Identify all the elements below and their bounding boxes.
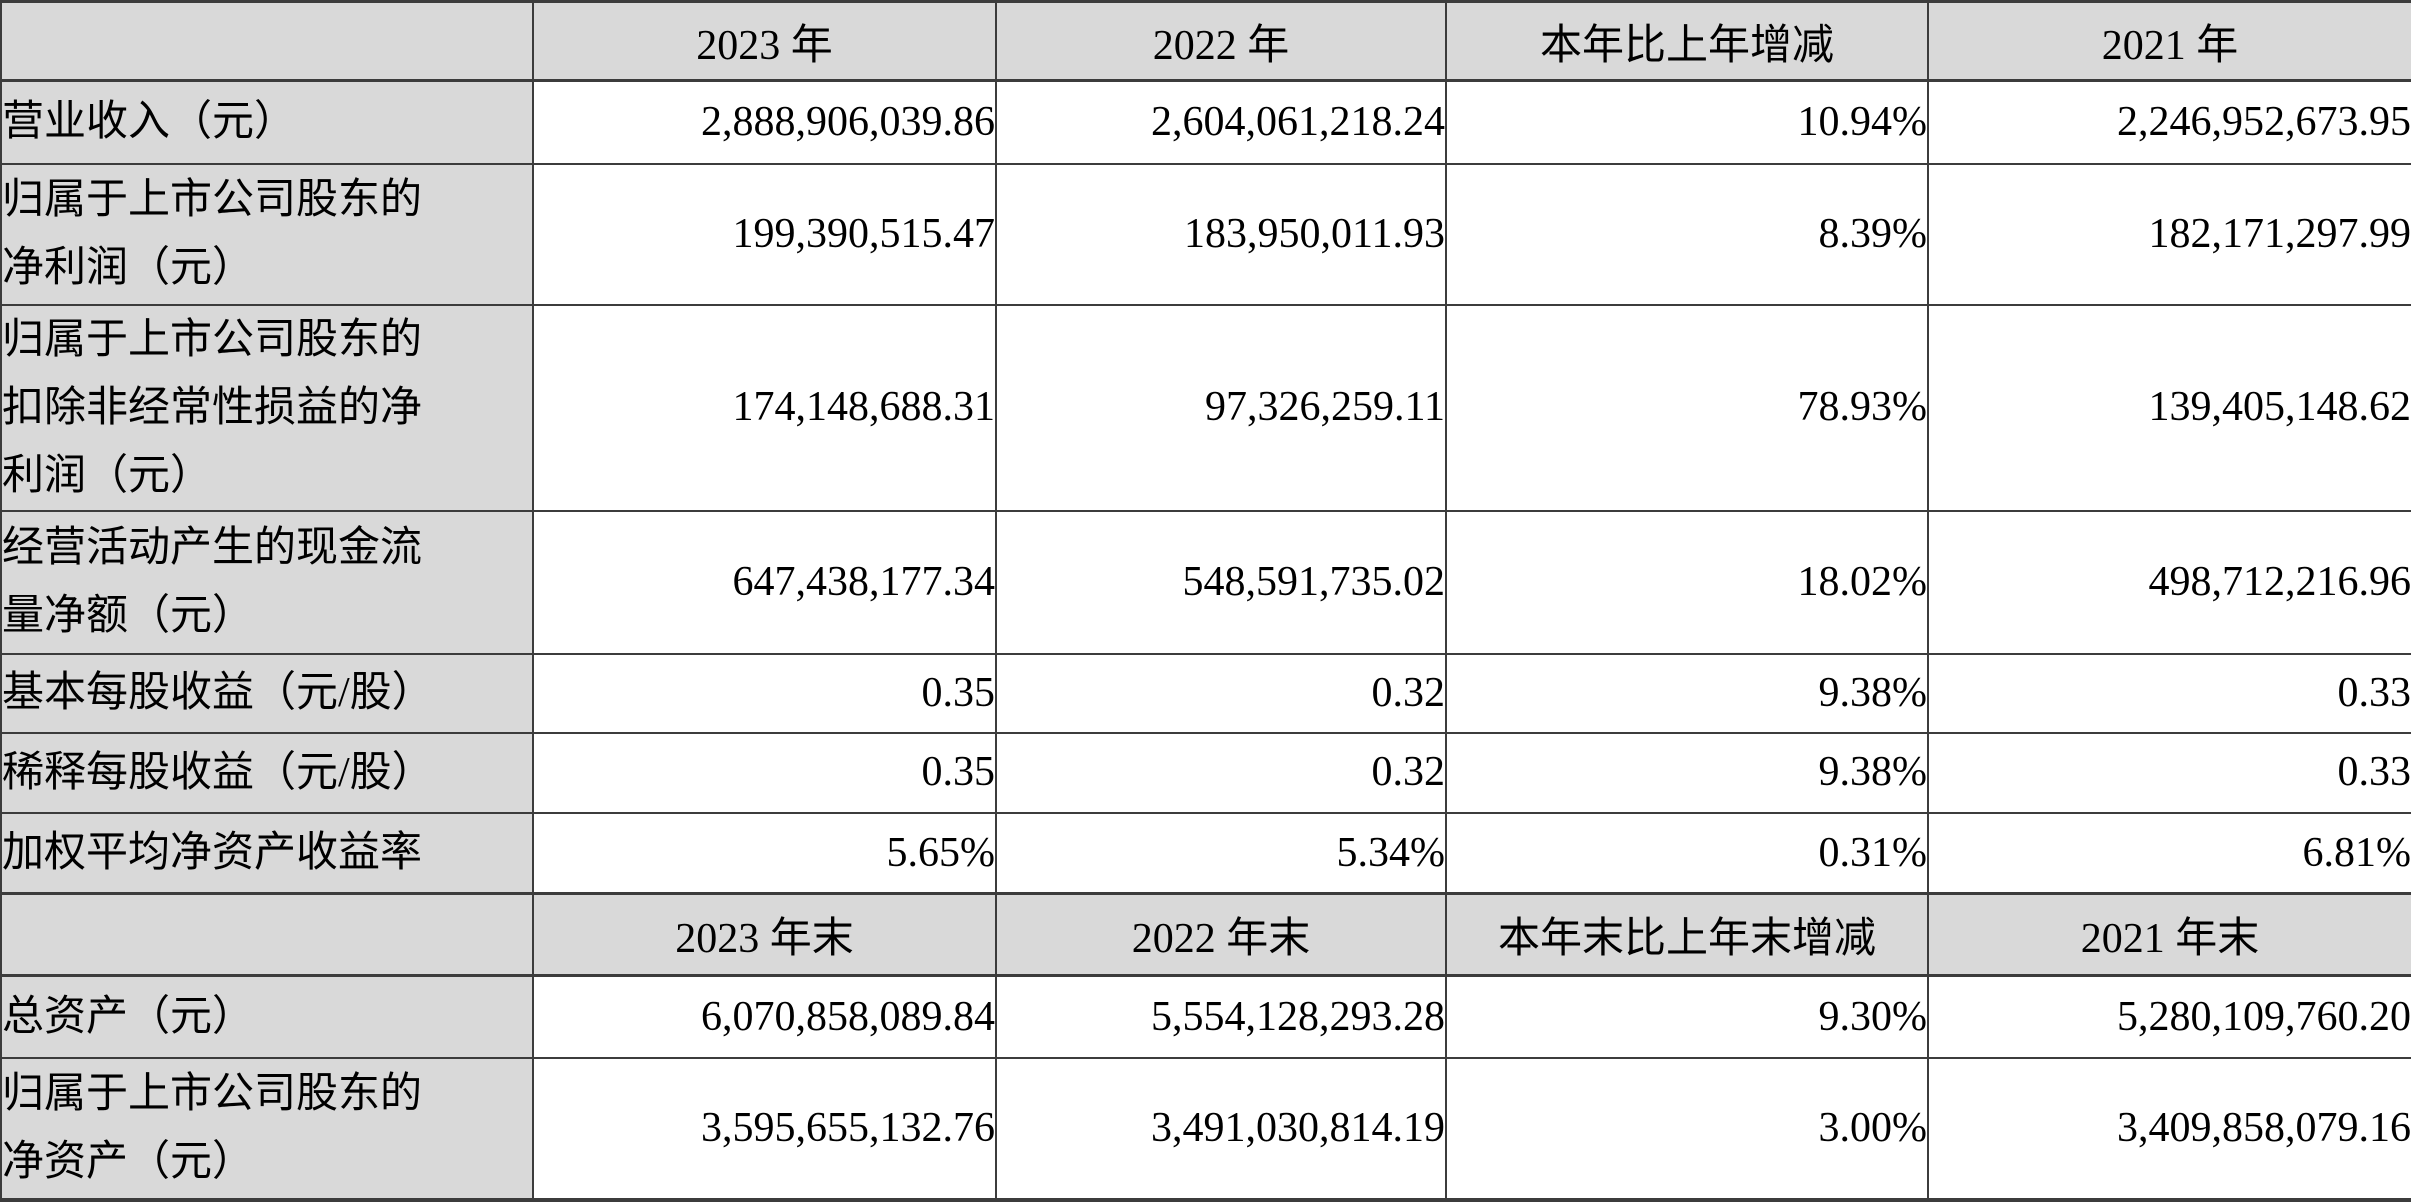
- column-header-2021: 2021 年: [1927, 0, 2411, 82]
- cell-value: 3,491,030,814.19: [995, 1056, 1447, 1202]
- cell-value: 174,148,688.31: [532, 303, 997, 512]
- cell-value: 97,326,259.11: [995, 303, 1447, 512]
- cell-value: 183,950,011.93: [995, 162, 1447, 306]
- cell-value: 8.39%: [1445, 162, 1929, 306]
- column-header-blank: [0, 0, 534, 82]
- column-header-2023: 2023 年: [532, 0, 997, 82]
- column-header-2022-end: 2022 年末: [995, 892, 1447, 978]
- table-header-row-year-end: 2023 年末 2022 年末 本年末比上年末增减 2021 年末: [0, 892, 2411, 978]
- cell-value: 647,438,177.34: [532, 509, 997, 655]
- cell-value: 5.65%: [532, 811, 997, 895]
- cell-value: 18.02%: [1445, 509, 1929, 655]
- row-label: 归属于上市公司股东的 净资产（元）: [0, 1056, 534, 1202]
- table-header-row-annual: 2023 年 2022 年 本年比上年增减 2021 年: [0, 0, 2411, 82]
- row-label: 总资产（元）: [0, 974, 534, 1059]
- cell-value: 6,070,858,089.84: [532, 974, 997, 1059]
- table-row-basic-eps: 基本每股收益（元/股） 0.35 0.32 9.38% 0.33: [0, 652, 2411, 734]
- cell-value: 6.81%: [1927, 811, 2411, 895]
- row-label: 加权平均净资产收益率: [0, 811, 534, 895]
- cell-value: 0.33: [1927, 652, 2411, 734]
- cell-value: 10.94%: [1445, 79, 1929, 165]
- cell-value: 9.38%: [1445, 731, 1929, 814]
- cell-value: 498,712,216.96: [1927, 509, 2411, 655]
- cell-value: 2,246,952,673.95: [1927, 79, 2411, 165]
- cell-value: 139,405,148.62: [1927, 303, 2411, 512]
- cell-value: 78.93%: [1445, 303, 1929, 512]
- column-header-yoy-end-change: 本年末比上年末增减: [1445, 892, 1929, 978]
- table-row-total-assets: 总资产（元） 6,070,858,089.84 5,554,128,293.28…: [0, 974, 2411, 1059]
- cell-value: 3.00%: [1445, 1056, 1929, 1202]
- table-row-operating-cash-flow: 经营活动产生的现金流 量净额（元） 647,438,177.34 548,591…: [0, 509, 2411, 655]
- cell-value: 548,591,735.02: [995, 509, 1447, 655]
- cell-value: 2,888,906,039.86: [532, 79, 997, 165]
- cell-value: 0.35: [532, 652, 997, 734]
- cell-value: 0.33: [1927, 731, 2411, 814]
- table-row-net-profit: 归属于上市公司股东的 净利润（元） 199,390,515.47 183,950…: [0, 162, 2411, 306]
- cell-value: 199,390,515.47: [532, 162, 997, 306]
- cell-value: 3,409,858,079.16: [1927, 1056, 2411, 1202]
- table-row-diluted-eps: 稀释每股收益（元/股） 0.35 0.32 9.38% 0.33: [0, 731, 2411, 814]
- cell-value: 0.31%: [1445, 811, 1929, 895]
- cell-value: 5,280,109,760.20: [1927, 974, 2411, 1059]
- cell-value: 5,554,128,293.28: [995, 974, 1447, 1059]
- cell-value: 0.32: [995, 652, 1447, 734]
- cell-value: 182,171,297.99: [1927, 162, 2411, 306]
- column-header-yoy-change: 本年比上年增减: [1445, 0, 1929, 82]
- cell-value: 5.34%: [995, 811, 1447, 895]
- row-label: 基本每股收益（元/股）: [0, 652, 534, 734]
- table-row-revenue: 营业收入（元） 2,888,906,039.86 2,604,061,218.2…: [0, 79, 2411, 165]
- column-header-blank: [0, 892, 534, 978]
- column-header-2022: 2022 年: [995, 0, 1447, 82]
- table-row-weighted-avg-roe: 加权平均净资产收益率 5.65% 5.34% 0.31% 6.81%: [0, 811, 2411, 895]
- column-header-2023-end: 2023 年末: [532, 892, 997, 978]
- cell-value: 9.30%: [1445, 974, 1929, 1059]
- row-label: 稀释每股收益（元/股）: [0, 731, 534, 814]
- row-label: 归属于上市公司股东的 净利润（元）: [0, 162, 534, 306]
- cell-value: 3,595,655,132.76: [532, 1056, 997, 1202]
- cell-value: 9.38%: [1445, 652, 1929, 734]
- table-row-net-assets: 归属于上市公司股东的 净资产（元） 3,595,655,132.76 3,491…: [0, 1056, 2411, 1202]
- cell-value: 2,604,061,218.24: [995, 79, 1447, 165]
- column-header-2021-end: 2021 年末: [1927, 892, 2411, 978]
- cell-value: 0.35: [532, 731, 997, 814]
- table-row-net-profit-excl-nonrecurring: 归属于上市公司股东的 扣除非经常性损益的净 利润（元） 174,148,688.…: [0, 303, 2411, 512]
- cell-value: 0.32: [995, 731, 1447, 814]
- row-label: 经营活动产生的现金流 量净额（元）: [0, 509, 534, 655]
- row-label: 营业收入（元）: [0, 79, 534, 165]
- row-label: 归属于上市公司股东的 扣除非经常性损益的净 利润（元）: [0, 303, 534, 512]
